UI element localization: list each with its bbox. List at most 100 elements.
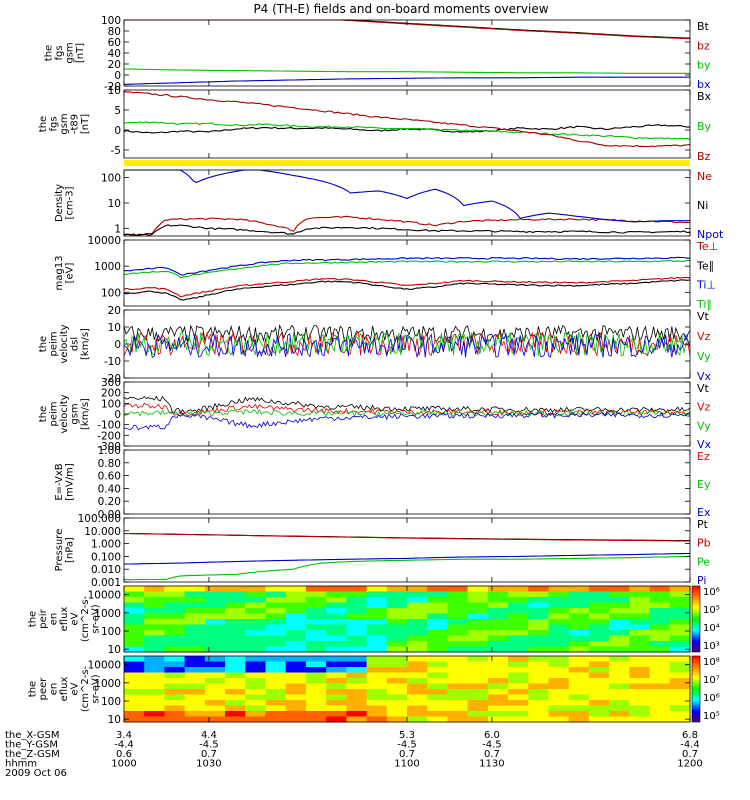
spectrogram-cell xyxy=(204,630,226,636)
x-row-value: -4.5 xyxy=(199,740,219,751)
y-axis-label: [km/s] xyxy=(80,398,91,430)
spectrogram-cell xyxy=(285,678,307,684)
x-row-label: hhmm xyxy=(5,759,37,770)
x-row-value: 6.0 xyxy=(484,730,500,741)
spectrogram-cell xyxy=(548,591,570,598)
spectrogram-cell xyxy=(144,608,165,614)
colorbar-tick-label: 10⁶ xyxy=(703,693,720,704)
spectrogram-cell xyxy=(386,646,408,653)
spectrogram-cell xyxy=(568,646,590,653)
spectrogram-cell xyxy=(225,635,246,642)
spectrogram-cell xyxy=(164,630,186,636)
spectrogram-cell xyxy=(528,586,549,592)
spectrogram-cell xyxy=(649,711,671,717)
spectrogram-cell xyxy=(508,705,529,712)
spectrogram-cell xyxy=(366,613,388,620)
spectrogram-cell xyxy=(609,672,630,679)
y-axis-label: the xyxy=(28,611,39,627)
spectrogram-cell xyxy=(447,591,469,598)
spectrogram-cell xyxy=(508,716,529,723)
spectrogram-cell xyxy=(487,661,509,668)
spectrogram-cell xyxy=(245,635,266,642)
spectrogram-cell xyxy=(346,591,368,598)
spectrogram-cell xyxy=(568,635,590,642)
x-row-label: 2009 Oct 06 xyxy=(5,768,67,779)
x-row-value: 1200 xyxy=(677,759,702,770)
y-tick-label: 1000 xyxy=(94,678,121,690)
spectrogram-cell xyxy=(124,635,145,642)
spectrogram-cell xyxy=(326,619,347,625)
spectrogram-cell xyxy=(346,678,368,684)
spectrogram-cell xyxy=(124,624,145,631)
spectrogram-cell xyxy=(326,672,347,679)
spectrogram-cell xyxy=(528,683,549,690)
series-line xyxy=(123,532,690,542)
spectrogram-cell xyxy=(265,672,287,679)
spectrogram-cell xyxy=(245,646,266,653)
spectrogram-cell xyxy=(204,683,226,690)
y-tick-label: 80 xyxy=(108,26,121,38)
spectrogram-cell xyxy=(326,683,347,690)
spectrogram-cell xyxy=(245,689,266,695)
spectrogram-cell xyxy=(124,700,145,706)
spectrogram-cell xyxy=(285,597,307,603)
spectrogram-cell xyxy=(124,597,145,603)
spectrogram-cell xyxy=(508,661,529,668)
colorbar-10: 10⁵ 10⁶ 10⁷ 10⁸ xyxy=(691,655,720,723)
legend-entry: Vt xyxy=(697,382,710,395)
spectrogram-cell xyxy=(427,624,448,631)
spectrogram-cell xyxy=(407,694,428,701)
spectrogram-cell xyxy=(629,689,651,695)
spectrogram-cell xyxy=(649,661,671,668)
y-axis-label: fgs xyxy=(54,45,65,60)
spectrogram-cell xyxy=(609,656,630,662)
spectrogram-cell xyxy=(568,716,590,723)
y-tick-label: 10 xyxy=(108,644,121,656)
y-tick-label: -5 xyxy=(111,145,121,157)
spectrogram-cell xyxy=(386,694,408,701)
spectrogram-cell xyxy=(225,716,246,723)
spectrogram-cell xyxy=(588,586,610,592)
y-tick-label: 0 xyxy=(114,339,121,351)
spectrogram-cell xyxy=(588,689,610,695)
y-tick-label: 100 xyxy=(101,173,121,185)
y-tick-label: 1.000 xyxy=(91,539,121,551)
spectrogram-cell xyxy=(225,689,246,695)
spectrogram-cell xyxy=(326,656,347,662)
spectrogram-cell xyxy=(467,630,489,636)
spectrogram-cell xyxy=(144,716,165,723)
spectrogram-cell xyxy=(144,661,165,668)
spectrogram-cell xyxy=(326,667,347,673)
legend-entry: Bx xyxy=(697,90,712,103)
spectrogram-9 xyxy=(124,586,691,653)
spectrogram-cell xyxy=(265,608,287,614)
x-row-value: 5.3 xyxy=(399,730,415,741)
spectrogram-cell xyxy=(669,597,691,603)
y-axis-label: gsm xyxy=(70,403,81,424)
spectrogram-cell xyxy=(629,586,651,592)
legend-entry: Te∥ xyxy=(696,259,714,272)
colorbar-tick-label: 10⁴ xyxy=(703,623,720,634)
spectrogram-cell xyxy=(204,602,226,609)
spectrogram-cell xyxy=(669,608,691,614)
x-row-value: 0.6 xyxy=(116,749,132,760)
spectrogram-cell xyxy=(427,602,448,609)
legend-entry: Npot xyxy=(697,228,724,241)
spectrogram-cell xyxy=(669,716,691,723)
spectrogram-cell xyxy=(326,700,347,706)
spectrogram-cell xyxy=(144,613,165,620)
spectrogram-cell xyxy=(285,630,307,636)
spectrogram-cell xyxy=(649,667,671,673)
spectrogram-cell xyxy=(285,591,307,598)
y-tick-label: 0.60 xyxy=(98,471,121,483)
spectrogram-cell xyxy=(588,608,610,614)
spectrogram-cell xyxy=(487,586,509,592)
spectrogram-cell xyxy=(508,667,529,673)
panel-frame xyxy=(123,517,691,583)
spectrogram-cell xyxy=(265,661,287,668)
spectrogram-cell xyxy=(366,624,388,631)
spectrogram-cell xyxy=(548,597,570,603)
spectrogram-cell xyxy=(184,678,206,684)
spectrogram-cell xyxy=(588,597,610,603)
spectrogram-cell xyxy=(528,646,549,653)
